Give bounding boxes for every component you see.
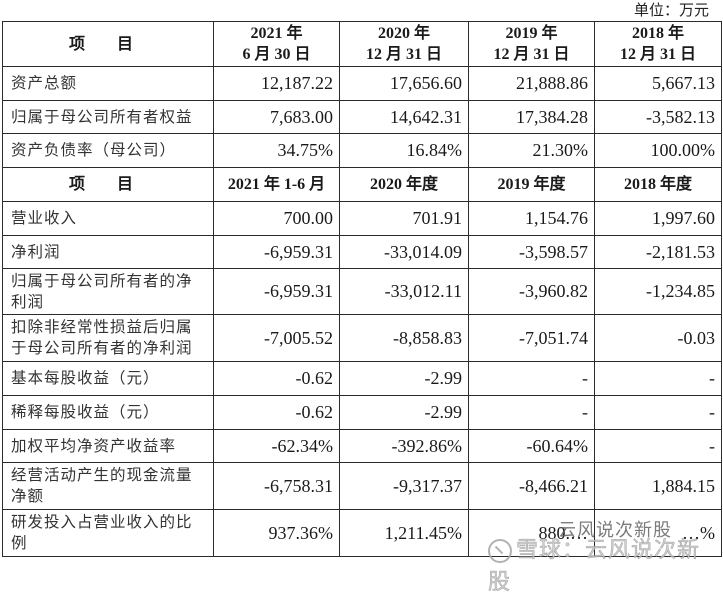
row-label: 经营活动产生的现金流量净额	[2, 462, 214, 510]
cell-value: 1,997.60	[594, 201, 722, 236]
cell-value: 14,642.31	[339, 100, 469, 134]
cell-value: -3,598.57	[468, 235, 595, 269]
table-row: 研发投入占营业收入的比例 937.36% 1,211.45% 880.… …%	[2, 509, 722, 557]
table-row: 资产负债率（母公司） 34.75% 16.84% 21.30% 100.00%	[2, 133, 722, 168]
cell-value: -60.64%	[468, 429, 595, 463]
column-header-2018: 2018 年 12 月 31 日	[594, 21, 722, 67]
cell-value: 16.84%	[339, 133, 469, 168]
cell-value: 21.30%	[468, 133, 595, 168]
cell-value: -6,959.31	[213, 268, 340, 315]
table-row: 经营活动产生的现金流量净额 -6,758.31 -9,317.37 -8,466…	[2, 462, 722, 510]
cell-value: -8,858.83	[339, 314, 469, 362]
cell-value: 12,187.22	[213, 66, 340, 101]
cell-value: -2.99	[339, 361, 469, 396]
cell-value: -0.62	[213, 395, 340, 430]
row-label: 稀释每股收益（元）	[2, 395, 214, 430]
cell-value: 880.…	[468, 509, 595, 557]
item-column-header: 项 目	[2, 21, 214, 67]
cell-value: 1,884.15	[594, 462, 722, 510]
row-label: 资产负债率（母公司）	[2, 133, 214, 168]
cell-value: -2.99	[339, 395, 469, 430]
cell-value: …%	[594, 509, 722, 557]
cell-value: -	[594, 361, 722, 396]
row-label: 净利润	[2, 235, 214, 269]
cell-value: 937.36%	[213, 509, 340, 557]
cell-value: 7,683.00	[213, 100, 340, 134]
row-label: 研发投入占营业收入的比例	[2, 509, 214, 557]
cell-value: 1,211.45%	[339, 509, 469, 557]
cell-value: 17,656.60	[339, 66, 469, 101]
cell-value: 34.75%	[213, 133, 340, 168]
column-header-2021h1: 2021 年 1-6 月	[213, 167, 340, 202]
cell-value: -0.03	[594, 314, 722, 362]
cell-value: -7,051.74	[468, 314, 595, 362]
table-row: 基本每股收益（元） -0.62 -2.99 - -	[2, 361, 722, 396]
cell-value: 701.91	[339, 201, 469, 236]
cell-value: -33,014.09	[339, 235, 469, 269]
row-label: 资产总额	[2, 66, 214, 101]
cell-value: -62.34%	[213, 429, 340, 463]
table-row: 扣除非经常性损益后归属于母公司所有者的净利润 -7,005.52 -8,858.…	[2, 314, 722, 362]
cell-value: -	[594, 395, 722, 430]
cell-value: -0.62	[213, 361, 340, 396]
table-row: 资产总额 12,187.22 17,656.60 21,888.86 5,667…	[2, 66, 722, 101]
row-label: 归属于母公司所有者权益	[2, 100, 214, 134]
row-label: 基本每股收益（元）	[2, 361, 214, 396]
cell-value: -1,234.85	[594, 268, 722, 315]
column-header-2018: 2018 年度	[594, 167, 722, 202]
cell-value: -3,582.13	[594, 100, 722, 134]
cell-value: -3,960.82	[468, 268, 595, 315]
cell-value: 17,384.28	[468, 100, 595, 134]
cell-value: -6,959.31	[213, 235, 340, 269]
cell-value: 700.00	[213, 201, 340, 236]
cell-value: -	[594, 429, 722, 463]
cell-value: -8,466.21	[468, 462, 595, 510]
row-label: 加权平均净资产收益率	[2, 429, 214, 463]
row-label: 归属于母公司所有者的净利润	[2, 268, 214, 315]
item-column-header: 项 目	[2, 167, 214, 202]
table-row: 净利润 -6,959.31 -33,014.09 -3,598.57 -2,18…	[2, 235, 722, 269]
column-header-2020: 2020 年度	[339, 167, 469, 202]
row-label: 营业收入	[2, 201, 214, 236]
income-header-row: 项 目 2021 年 1-6 月 2020 年度 2019 年度 2018 年度	[2, 167, 722, 202]
cell-value: -2,181.53	[594, 235, 722, 269]
cell-value: 5,667.13	[594, 66, 722, 101]
column-header-2020: 2020 年 12 月 31 日	[339, 21, 469, 67]
cell-value: 21,888.86	[468, 66, 595, 101]
cell-value: -6,758.31	[213, 462, 340, 510]
table-row: 营业收入 700.00 701.91 1,154.76 1,997.60	[2, 201, 722, 236]
cell-value: -392.86%	[339, 429, 469, 463]
table-row: 稀释每股收益（元） -0.62 -2.99 - -	[2, 395, 722, 430]
table-row: 归属于母公司所有者权益 7,683.00 14,642.31 17,384.28…	[2, 100, 722, 134]
cell-value: -7,005.52	[213, 314, 340, 362]
column-header-2019: 2019 年 12 月 31 日	[468, 21, 595, 67]
cell-value: -	[468, 361, 595, 396]
cell-value: 1,154.76	[468, 201, 595, 236]
table-row: 加权平均净资产收益率 -62.34% -392.86% -60.64% -	[2, 429, 722, 463]
cell-value: -33,012.11	[339, 268, 469, 315]
table-row: 归属于母公司所有者的净利润 -6,959.31 -33,012.11 -3,96…	[2, 268, 722, 315]
cell-value: 100.00%	[594, 133, 722, 168]
column-header-2019: 2019 年度	[468, 167, 595, 202]
unit-label: 单位：万元	[633, 1, 709, 19]
cell-value: -	[468, 395, 595, 430]
row-label: 扣除非经常性损益后归属于母公司所有者的净利润	[2, 314, 214, 362]
cell-value: -9,317.37	[339, 462, 469, 510]
